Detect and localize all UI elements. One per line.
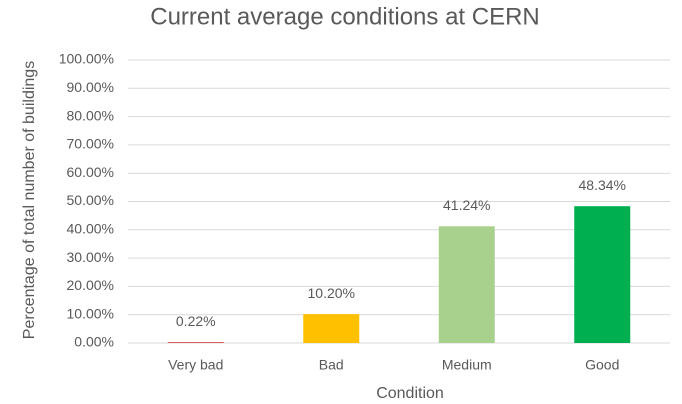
x-axis-label: Condition: [376, 385, 444, 402]
bar: [574, 206, 631, 343]
data-label: 41.24%: [443, 197, 490, 213]
y-tick-label: 30.00%: [67, 249, 114, 265]
bar: [438, 226, 495, 343]
y-tick-label: 80.00%: [67, 107, 114, 123]
y-axis-label: Percentage of total number of buildings: [21, 61, 38, 339]
y-tick-label: 20.00%: [67, 277, 114, 293]
y-tick-label: 0.00%: [74, 334, 114, 350]
bar: [303, 314, 360, 343]
x-tick-label: Medium: [442, 357, 492, 373]
y-tick-label: 60.00%: [67, 164, 114, 180]
y-tick-label: 40.00%: [67, 221, 114, 237]
y-tick-label: 10.00%: [67, 305, 114, 321]
x-tick-label: Very bad: [168, 357, 223, 373]
y-tick-label: 50.00%: [67, 192, 114, 208]
y-tick-label: 70.00%: [67, 136, 114, 152]
y-tick-label: 90.00%: [67, 79, 114, 95]
x-tick-label: Good: [585, 357, 619, 373]
data-label: 10.20%: [308, 285, 355, 301]
data-label: 48.34%: [579, 177, 626, 193]
chart-title: Current average conditions at CERN: [150, 3, 540, 30]
data-label: 0.22%: [176, 313, 216, 329]
x-tick-label: Bad: [319, 357, 344, 373]
bar: [167, 342, 224, 343]
y-tick-label: 100.00%: [59, 51, 114, 67]
